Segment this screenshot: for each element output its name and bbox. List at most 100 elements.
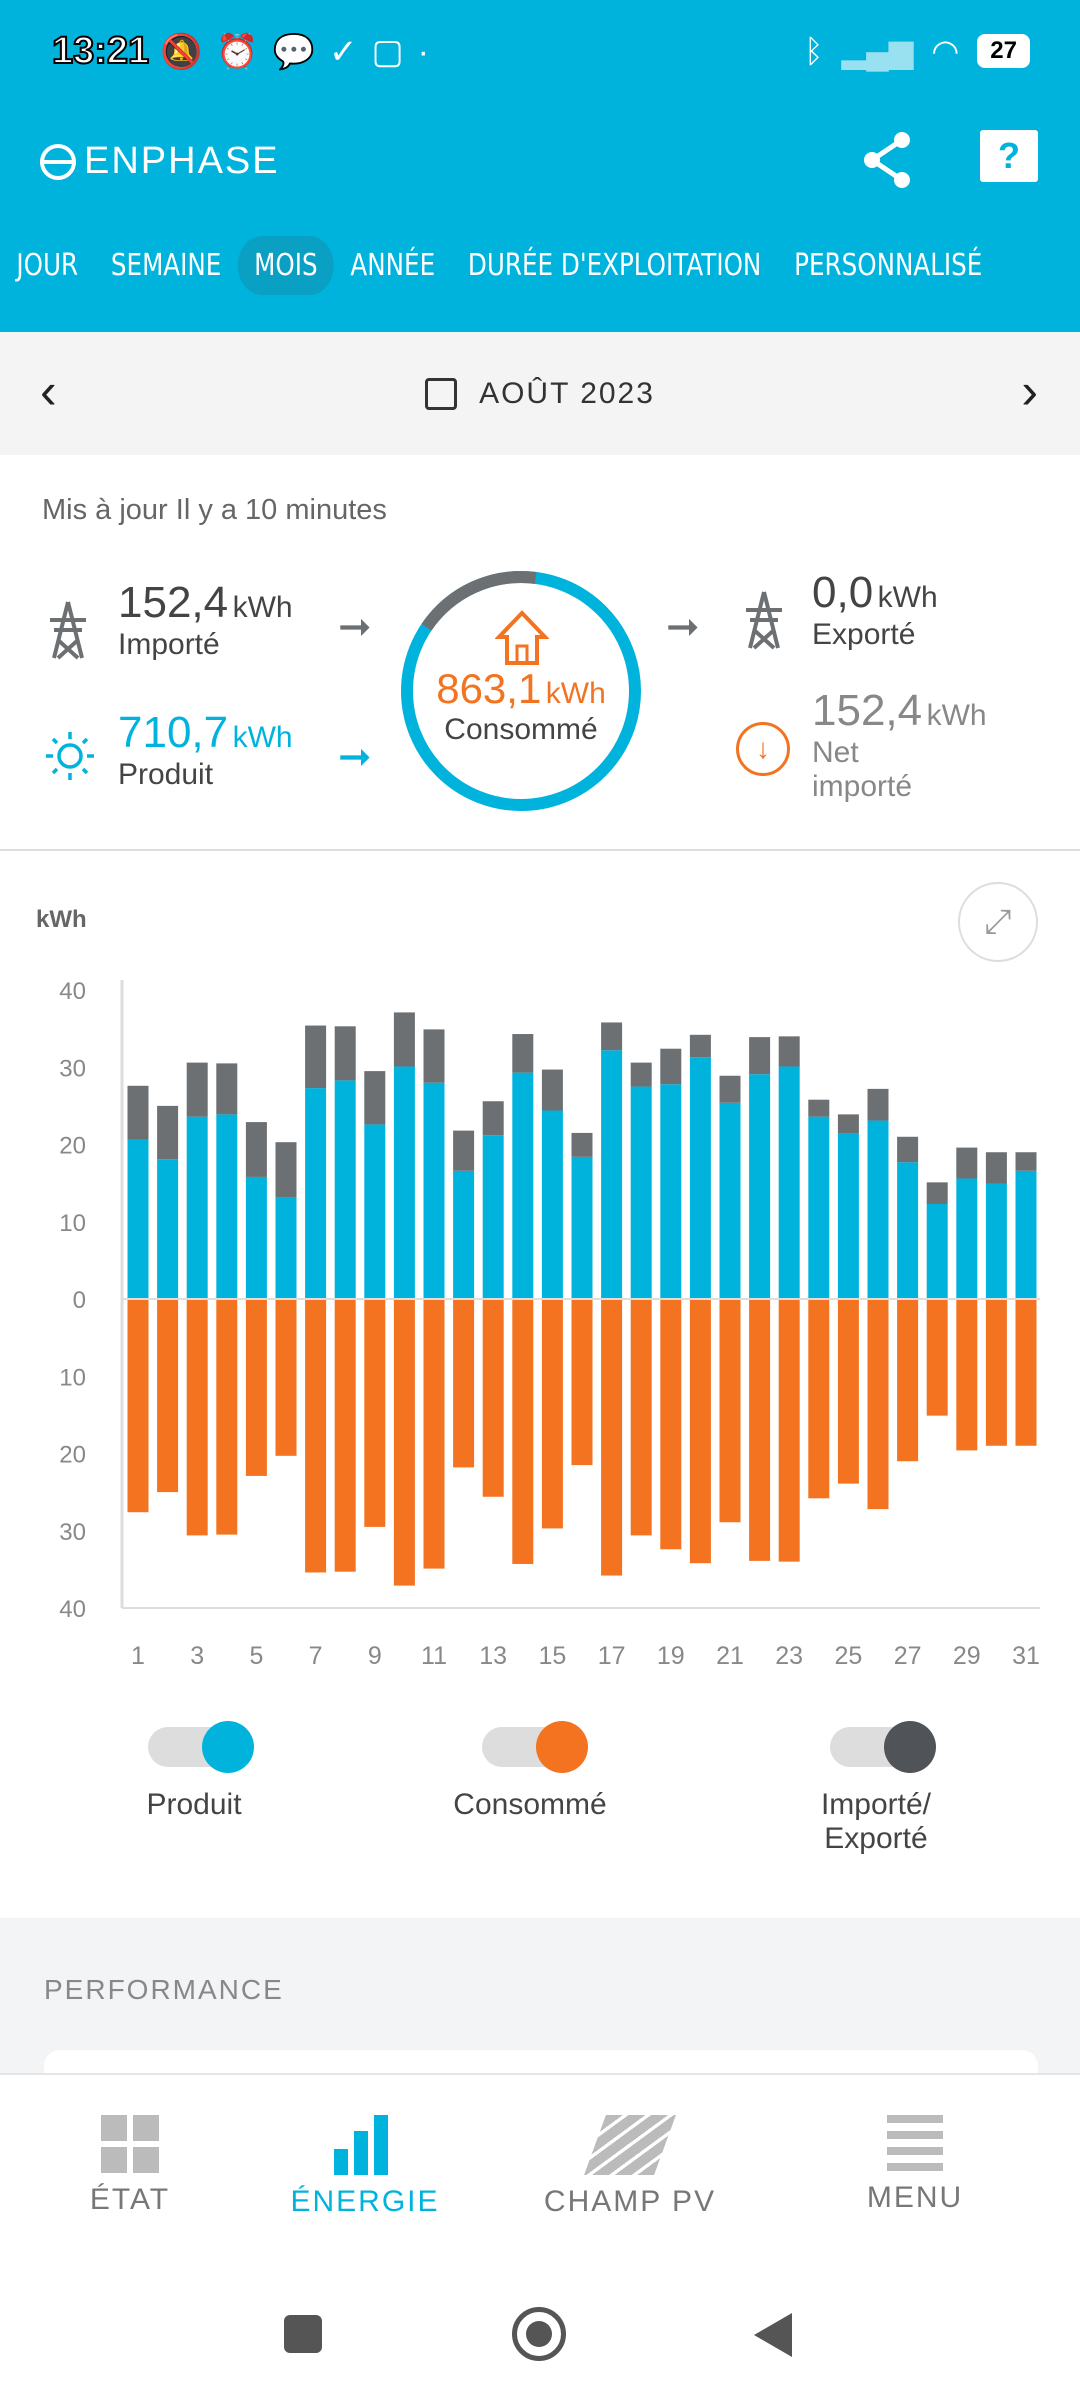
bar-produced-day-6 bbox=[275, 1197, 297, 1299]
tab-annee[interactable]: ANNÉE bbox=[350, 247, 436, 283]
status-right: ᛒ ▂▄▆ ◠ 27 bbox=[804, 32, 1030, 70]
bar-produced-day-13 bbox=[482, 1135, 504, 1299]
consumed-stat: 863,1 kWh Consommé bbox=[398, 665, 644, 747]
bar-produced-day-12 bbox=[453, 1170, 475, 1299]
net-import-arrow-icon: ↓ bbox=[736, 722, 790, 776]
bar-consumed-day-11 bbox=[423, 1299, 445, 1569]
bar-consumed-day-17 bbox=[601, 1299, 623, 1576]
bar-consumed-day-22 bbox=[749, 1299, 771, 1561]
bar-imported-day-14 bbox=[512, 1034, 534, 1073]
bar-produced-day-4 bbox=[216, 1114, 238, 1299]
performance-section: PERFORMANCE bbox=[0, 1918, 1080, 2090]
toggle-produit[interactable] bbox=[148, 1721, 254, 1773]
bar-consumed-day-14 bbox=[512, 1299, 534, 1564]
y-tick-label: 30 bbox=[59, 1055, 86, 1082]
nav-menu[interactable]: MENU bbox=[850, 2115, 980, 2215]
bar-imported-day-5 bbox=[245, 1122, 267, 1177]
bar-imported-day-27 bbox=[897, 1136, 919, 1163]
toggle-knob bbox=[536, 1721, 588, 1773]
date-label[interactable]: AOÛT 2023 bbox=[479, 376, 655, 410]
tab-jour[interactable]: JOUR bbox=[16, 247, 79, 283]
bar-imported-day-15 bbox=[541, 1069, 563, 1111]
net-unit: kWh bbox=[926, 699, 987, 732]
bar-produced-day-19 bbox=[660, 1084, 682, 1299]
previous-month-button[interactable]: ‹ bbox=[40, 363, 59, 419]
net-label-2: importé bbox=[812, 770, 913, 803]
expand-chart-button[interactable]: ⤢ bbox=[958, 882, 1038, 962]
bar-consumed-day-3 bbox=[186, 1299, 208, 1536]
arrow-right-icon: ➞ bbox=[338, 735, 372, 779]
home-button[interactable] bbox=[512, 2307, 566, 2361]
bar-consumed-day-9 bbox=[364, 1299, 386, 1527]
y-tick-label: 10 bbox=[59, 1364, 86, 1391]
tab-semaine[interactable]: SEMAINE bbox=[110, 247, 222, 283]
bar-produced-day-7 bbox=[305, 1088, 327, 1299]
grid-import-icon bbox=[44, 600, 92, 665]
recents-button[interactable] bbox=[284, 2315, 322, 2353]
x-tick-label: 3 bbox=[190, 1642, 204, 1670]
back-button[interactable] bbox=[754, 2313, 792, 2357]
notification-icons: 🔕⏰💬✓▢· bbox=[160, 33, 443, 71]
menu-icon bbox=[887, 2115, 943, 2171]
bar-imported-day-23 bbox=[778, 1036, 800, 1067]
legend-label-2: Exporté bbox=[824, 1822, 928, 1855]
bar-imported-day-17 bbox=[601, 1022, 623, 1051]
bar-imported-day-31 bbox=[1015, 1152, 1037, 1171]
toggle-knob bbox=[202, 1721, 254, 1773]
bar-imported-day-2 bbox=[157, 1105, 179, 1160]
nav-label: MENU bbox=[866, 2181, 964, 2214]
help-button[interactable]: ? bbox=[980, 130, 1038, 182]
nav-label: CHAMP PV bbox=[543, 2185, 717, 2218]
bar-produced-day-11 bbox=[423, 1082, 445, 1299]
bar-consumed-day-12 bbox=[453, 1299, 475, 1468]
exported-unit: kWh bbox=[877, 581, 938, 614]
tab-mois[interactable]: MOIS bbox=[237, 235, 334, 295]
bar-consumed-day-24 bbox=[808, 1299, 830, 1499]
bar-imported-day-7 bbox=[305, 1025, 327, 1089]
calendar-icon[interactable] bbox=[425, 377, 458, 410]
bar-consumed-day-29 bbox=[956, 1299, 978, 1451]
exported-stat: 0,0 kWh Exporté bbox=[812, 568, 938, 652]
toggle-consomme[interactable] bbox=[482, 1721, 588, 1773]
bar-produced-day-22 bbox=[749, 1074, 771, 1299]
tab-personnalise[interactable]: PERSONNALISÉ bbox=[794, 247, 983, 283]
nav-etat[interactable]: ÉTAT bbox=[70, 2115, 190, 2217]
nav-champ-pv[interactable]: CHAMP PV bbox=[540, 2115, 720, 2219]
bar-produced-day-26 bbox=[867, 1120, 889, 1299]
next-month-button[interactable]: › bbox=[1021, 363, 1040, 419]
nav-energie[interactable]: ÉNERGIE bbox=[290, 2115, 440, 2219]
bar-produced-day-29 bbox=[956, 1178, 978, 1299]
legend-consomme: Consommé bbox=[453, 1788, 607, 1821]
house-icon bbox=[494, 610, 550, 671]
legend-produit: Produit bbox=[146, 1788, 242, 1821]
battery-icon: 27 bbox=[977, 34, 1030, 68]
bar-consumed-day-26 bbox=[867, 1299, 889, 1510]
nav-label: ÉTAT bbox=[89, 2183, 171, 2216]
bar-chart-icon bbox=[334, 2115, 396, 2175]
tab-duree-exploitation[interactable]: DURÉE D'EXPLOITATION bbox=[467, 247, 762, 283]
bar-imported-day-11 bbox=[423, 1029, 445, 1083]
bar-consumed-day-18 bbox=[630, 1299, 652, 1536]
x-tick-label: 1 bbox=[131, 1642, 145, 1670]
bar-imported-day-28 bbox=[926, 1182, 948, 1204]
status-time: 13:21 bbox=[51, 29, 150, 73]
y-tick-label: 10 bbox=[59, 1210, 86, 1237]
bar-imported-day-26 bbox=[867, 1088, 889, 1121]
bar-consumed-day-10 bbox=[393, 1299, 415, 1586]
produced-unit: kWh bbox=[232, 721, 293, 754]
toggle-importe-exporte[interactable] bbox=[830, 1721, 936, 1773]
y-tick-label: 20 bbox=[59, 1133, 86, 1160]
bar-produced-day-24 bbox=[808, 1116, 830, 1299]
bar-produced-day-18 bbox=[630, 1086, 652, 1299]
bottom-nav: ÉTAT ÉNERGIE CHAMP PV MENU bbox=[0, 2073, 1080, 2273]
bar-consumed-day-20 bbox=[689, 1299, 711, 1564]
x-tick-label: 15 bbox=[538, 1642, 566, 1670]
bar-imported-day-10 bbox=[393, 1012, 415, 1067]
share-icon bbox=[864, 132, 910, 188]
sun-icon bbox=[44, 730, 96, 787]
bar-imported-day-24 bbox=[808, 1099, 830, 1117]
share-button[interactable] bbox=[860, 130, 916, 203]
y-tick-label: 40 bbox=[59, 1596, 86, 1623]
imported-label: Importé bbox=[118, 628, 220, 661]
